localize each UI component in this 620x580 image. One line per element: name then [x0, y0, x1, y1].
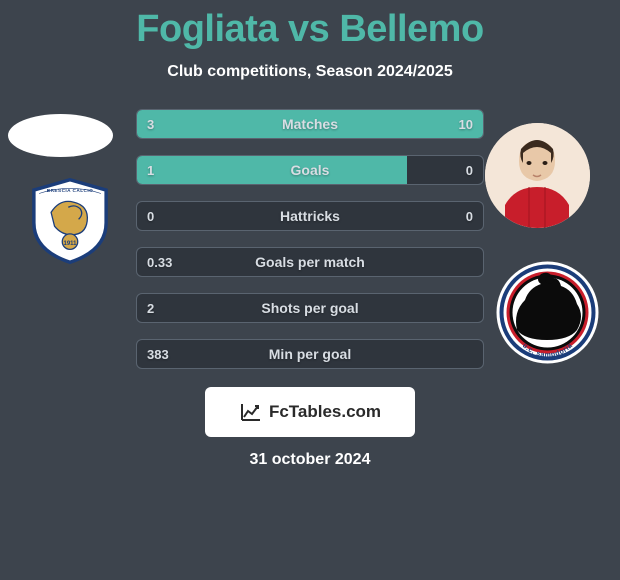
stat-label: Matches	[137, 116, 483, 132]
stat-value-right: 0	[466, 163, 473, 178]
stat-label: Goals per match	[137, 254, 483, 270]
player-photo-left	[8, 114, 113, 157]
date-text: 31 october 2024	[0, 451, 620, 469]
club-crest-left: 1911 BRESCIA CALCIO	[20, 178, 120, 264]
page-title: Fogliata vs Bellemo	[0, 0, 620, 51]
stat-value-right: 10	[459, 117, 473, 132]
footer-brand-badge[interactable]: FcTables.com	[205, 387, 415, 437]
stats-container: 3Matches101Goals00Hattricks00.33Goals pe…	[136, 109, 484, 369]
stat-label: Goals	[137, 162, 483, 178]
stat-label: Shots per goal	[137, 300, 483, 316]
subtitle: Club competitions, Season 2024/2025	[0, 63, 620, 81]
chart-icon	[239, 400, 263, 424]
stat-row: 0.33Goals per match	[136, 247, 484, 277]
stat-row: 1Goals0	[136, 155, 484, 185]
footer-brand-text: FcTables.com	[269, 402, 381, 422]
stat-row: 3Matches10	[136, 109, 484, 139]
club-crest-right: u.c. sampdoria	[495, 260, 600, 365]
svg-text:BRESCIA CALCIO: BRESCIA CALCIO	[47, 188, 93, 194]
stat-row: 0Hattricks0	[136, 201, 484, 231]
stat-value-right: 0	[466, 209, 473, 224]
stat-label: Min per goal	[137, 346, 483, 362]
svg-text:1911: 1911	[63, 241, 77, 247]
player-photo-right	[485, 123, 590, 228]
stat-row: 383Min per goal	[136, 339, 484, 369]
stat-label: Hattricks	[137, 208, 483, 224]
stat-row: 2Shots per goal	[136, 293, 484, 323]
